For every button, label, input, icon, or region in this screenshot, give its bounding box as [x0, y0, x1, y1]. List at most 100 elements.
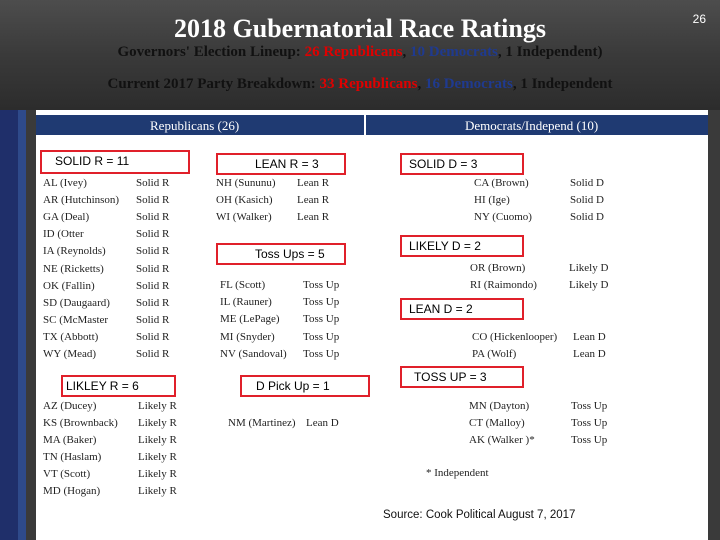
solid-d-state: NY (Cuomo)	[474, 211, 532, 223]
likely-d-box	[400, 235, 524, 257]
solid-r-rating: Solid R	[136, 177, 170, 189]
likely-d-rating: Likely D	[569, 262, 609, 274]
solid-r-state: GA (Deal)	[43, 211, 90, 224]
toss-ups-state: NV (Sandoval)	[220, 347, 287, 360]
slide-header	[0, 0, 720, 110]
breakdown-republicans: 33 Republicans	[319, 76, 418, 92]
lineup-democrats: 10 Democrats	[410, 44, 498, 60]
likely-r-rating: Likely R	[138, 468, 177, 480]
likely-r-rating: Likely R	[138, 451, 177, 463]
toss-ups-state: IL (Rauner)	[220, 296, 272, 309]
lean-r-rating: Lean R	[297, 211, 330, 223]
likely-r-state: MD (Hogan)	[43, 485, 101, 497]
toss-ups-rating: Toss Up	[303, 330, 340, 343]
d-pickup-label: D Pick Up = 1	[256, 379, 330, 393]
breakdown-prefix: Current 2017 Party Breakdown:	[107, 76, 320, 92]
footnote: * Independent	[426, 467, 489, 479]
toss-up-d-state: CT (Malloy)	[469, 417, 525, 429]
likely-r-state: TN (Haslam)	[43, 451, 102, 463]
likely-d-state: OR (Brown)	[470, 262, 526, 274]
likely-r-state: AZ (Ducey)	[43, 400, 97, 412]
toss-ups-label: Toss Ups = 5	[255, 247, 325, 261]
solid-r-state: IA (Reynolds)	[43, 245, 106, 258]
likely-d-rating: Likely D	[569, 279, 609, 291]
solid-r-state: TX (Abbott)	[43, 330, 99, 343]
solid-r-label: SOLID R = 11	[55, 154, 130, 168]
solid-r-state: WY (Mead)	[43, 348, 97, 360]
solid-d-label: SOLID D = 3	[409, 157, 478, 171]
slide-title: 2018 Gubernatorial Race Ratings	[174, 14, 546, 43]
lineup-separator: ,	[402, 44, 411, 60]
likely-r-label: LIKLEY R = 6	[66, 379, 139, 393]
lineup-rest: , 1 Independent)	[497, 44, 603, 60]
solid-r-rating: Solid R	[136, 313, 170, 326]
party-breakdown: Current 2017 Party Breakdown: 33 Republi…	[0, 76, 720, 93]
solid-r-box	[40, 150, 190, 174]
d-pickup-box	[240, 375, 370, 397]
likely-r-state: VT (Scott)	[43, 468, 91, 480]
lean-d-rating: Lean D	[573, 331, 606, 343]
breakdown-democrats: 16 Democrats	[424, 76, 513, 92]
lean-r-state: WI (Walker)	[216, 211, 272, 223]
solid-d-box	[400, 153, 524, 175]
lean-r-rating: Lean R	[297, 177, 330, 189]
solid-d-state: HI (Ige)	[474, 194, 510, 206]
d-pickup-rating: Lean D	[306, 417, 339, 429]
solid-d-state: CA (Brown)	[474, 177, 529, 189]
republicans-column-header: Republicans (26)	[150, 118, 240, 133]
toss-up-d-rating: Toss Up	[571, 434, 608, 446]
lean-r-rating: Lean R	[297, 194, 330, 206]
lineup-prefix: Governors' Election Lineup:	[117, 44, 305, 60]
likely-d-state: RI (Raimondo)	[470, 279, 537, 291]
democrats-column-header: Democrats/Independ (10)	[465, 118, 599, 133]
solid-d-rating: Solid D	[570, 194, 604, 206]
solid-r-rating: Solid R	[136, 228, 170, 241]
d-pickup-state: NM (Martinez)	[228, 417, 296, 429]
column-header-divider	[364, 115, 366, 135]
solid-r-state: NE (Ricketts)	[43, 262, 104, 275]
breakdown-separator: ,	[417, 76, 425, 92]
source-note: Source: Cook Political August 7, 2017	[383, 509, 576, 521]
likely-r-box	[61, 375, 176, 397]
lean-d-rating: Lean D	[573, 348, 606, 360]
solid-r-rating: Solid R	[136, 348, 170, 360]
solid-r-state: SC (McMaster	[43, 313, 109, 326]
toss-ups-box	[216, 243, 346, 265]
toss-up-d-box	[400, 366, 524, 388]
solid-r-state: AL (Ivey)	[43, 177, 87, 189]
lean-d-label: LEAN D = 2	[409, 302, 473, 316]
toss-ups-state: FL (Scott)	[220, 279, 266, 291]
solid-d-rating: Solid D	[570, 211, 604, 223]
solid-r-rating: Solid R	[136, 296, 170, 309]
toss-ups-rating: Toss Up	[303, 313, 340, 326]
lean-r-box	[216, 153, 346, 175]
solid-r-rating: Solid R	[136, 262, 170, 275]
likely-d-label: LIKELY D = 2	[409, 239, 481, 253]
page-number: 26	[692, 12, 706, 26]
solid-r-rating: Solid R	[136, 279, 170, 292]
toss-ups-rating: Toss Up	[303, 347, 340, 360]
lineup-republicans: 26 Republicans	[304, 44, 403, 60]
ratings-panel	[36, 110, 708, 540]
lean-r-label: LEAN R = 3	[255, 157, 319, 171]
breakdown-rest: , 1 Independent	[512, 76, 613, 92]
lean-d-box	[400, 298, 524, 320]
toss-ups-state: ME (LePage)	[220, 313, 280, 326]
likely-r-rating: Likely R	[138, 417, 177, 429]
solid-r-rating: Solid R	[136, 245, 170, 258]
solid-r-rating: Solid R	[136, 330, 170, 343]
toss-up-d-state: MN (Dayton)	[469, 400, 530, 412]
solid-r-rating: Solid R	[136, 194, 170, 207]
lean-r-state: NH (Sununu)	[216, 177, 276, 189]
decorative-stripe-inner	[18, 110, 26, 540]
toss-up-d-rating: Toss Up	[571, 400, 608, 412]
solid-r-state: ID (Otter	[43, 228, 84, 241]
likely-r-rating: Likely R	[138, 400, 177, 412]
toss-ups-rating: Toss Up	[303, 296, 340, 309]
solid-r-state: SD (Daugaard)	[43, 296, 110, 309]
toss-up-d-state: AK (Walker )*	[469, 434, 535, 446]
toss-up-d-rating: Toss Up	[571, 417, 608, 429]
toss-up-d-label: TOSS UP = 3	[414, 370, 487, 384]
lean-d-state: PA (Wolf)	[472, 348, 517, 360]
solid-r-state: OK (Fallin)	[43, 279, 95, 292]
